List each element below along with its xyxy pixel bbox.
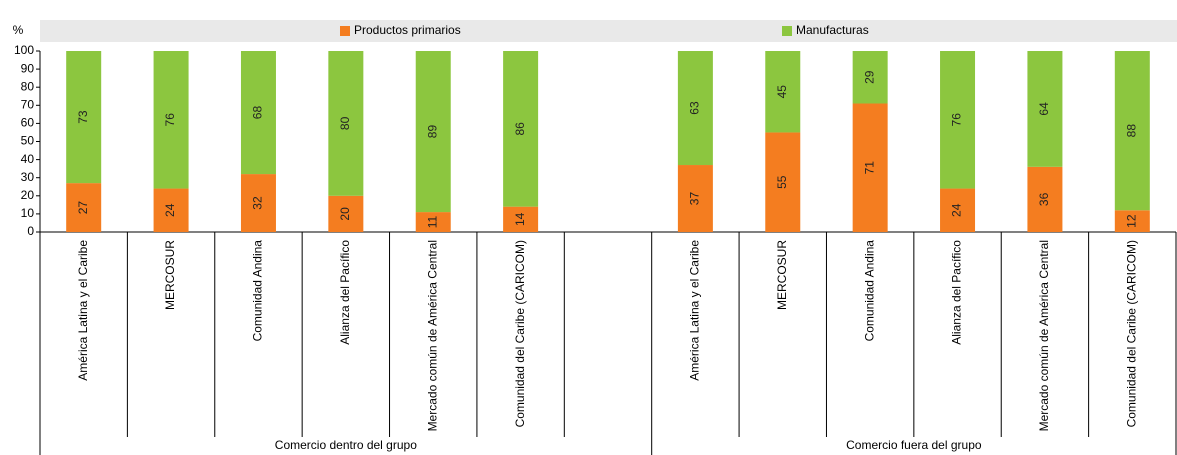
bar-segment bbox=[765, 51, 801, 133]
bar-segment bbox=[328, 195, 364, 232]
legend-swatch bbox=[782, 26, 792, 36]
bar-segment bbox=[415, 212, 451, 232]
bar-segment bbox=[240, 51, 276, 175]
bar-segment bbox=[328, 51, 364, 196]
y-axis-label: % bbox=[13, 23, 24, 37]
x-tick-label: MERCOSUR bbox=[163, 240, 177, 310]
x-tick-label: Comunidad Andina bbox=[862, 240, 876, 342]
data-label: 76 bbox=[950, 113, 964, 127]
bar-segment bbox=[66, 183, 102, 232]
data-label: 14 bbox=[513, 212, 527, 226]
y-tick-label: 30 bbox=[21, 170, 35, 184]
data-label: 36 bbox=[1037, 192, 1051, 206]
legend-label: Productos primarios bbox=[354, 23, 461, 37]
x-tick-label: Alianza del Pacífico bbox=[338, 240, 352, 345]
data-label: 20 bbox=[338, 207, 352, 221]
x-tick-label: Mercado común de América Central bbox=[1037, 240, 1051, 431]
bar-segment bbox=[677, 51, 713, 166]
data-label: 88 bbox=[1124, 124, 1138, 138]
bar-segment bbox=[66, 51, 102, 184]
bar-segment bbox=[1027, 51, 1063, 167]
legend-label: Manufacturas bbox=[796, 23, 869, 37]
data-label: 45 bbox=[775, 85, 789, 99]
bar-segment bbox=[153, 51, 189, 189]
y-tick-label: 70 bbox=[21, 97, 35, 111]
data-label: 63 bbox=[688, 101, 702, 115]
data-label: 68 bbox=[251, 106, 265, 120]
bar-segment bbox=[765, 132, 801, 232]
bar-segment bbox=[677, 165, 713, 232]
bar-segment bbox=[153, 188, 189, 232]
data-label: 32 bbox=[251, 196, 265, 210]
x-tick-label: Alianza del Pacífico bbox=[950, 240, 964, 345]
x-tick-label: Comunidad del Caribe (CARICOM) bbox=[1124, 240, 1138, 427]
bar-segment bbox=[503, 206, 539, 232]
legend-background bbox=[40, 20, 1177, 42]
bar-segment bbox=[940, 51, 976, 189]
bar-segment bbox=[1114, 51, 1150, 211]
data-label: 27 bbox=[76, 201, 90, 215]
x-tick-label: MERCOSUR bbox=[775, 240, 789, 310]
data-label: 71 bbox=[862, 161, 876, 175]
x-tick-label: Comunidad Andina bbox=[251, 240, 265, 342]
x-tick-label: Mercado común de América Central bbox=[425, 240, 439, 431]
bar-segment bbox=[503, 51, 539, 207]
y-tick-label: 40 bbox=[21, 152, 35, 166]
group-label: Comercio dentro del grupo bbox=[275, 438, 417, 452]
y-tick-label: 90 bbox=[21, 61, 35, 75]
data-label: 55 bbox=[775, 175, 789, 189]
legend-swatch bbox=[340, 26, 350, 36]
x-tick-label: Comunidad del Caribe (CARICOM) bbox=[513, 240, 527, 427]
y-tick-label: 80 bbox=[21, 79, 35, 93]
bar-segment bbox=[852, 51, 888, 104]
x-tick-label: América Latina y el Caribe bbox=[688, 240, 702, 381]
y-tick-label: 20 bbox=[21, 188, 35, 202]
y-tick-label: 10 bbox=[21, 206, 35, 220]
data-label: 29 bbox=[862, 70, 876, 84]
y-tick-label: 100 bbox=[14, 43, 34, 57]
bar-segment bbox=[415, 51, 451, 213]
data-label: 64 bbox=[1037, 102, 1051, 116]
data-label: 86 bbox=[513, 122, 527, 136]
data-label: 76 bbox=[163, 113, 177, 127]
data-label: 37 bbox=[688, 192, 702, 206]
group-label: Comercio fuera del grupo bbox=[846, 438, 982, 452]
bar-segment bbox=[940, 188, 976, 232]
y-tick-label: 50 bbox=[21, 134, 35, 148]
y-tick-label: 60 bbox=[21, 116, 35, 130]
bar-segment bbox=[1027, 166, 1063, 232]
data-label: 12 bbox=[1124, 214, 1138, 228]
data-label: 11 bbox=[425, 215, 439, 228]
data-label: 73 bbox=[76, 110, 90, 124]
x-tick-label: América Latina y el Caribe bbox=[76, 240, 90, 381]
bar-segment bbox=[1114, 210, 1150, 232]
data-label: 24 bbox=[163, 203, 177, 217]
data-label: 80 bbox=[338, 116, 352, 130]
data-label: 24 bbox=[950, 203, 964, 217]
y-tick-label: 0 bbox=[27, 224, 34, 238]
bar-segment bbox=[852, 103, 888, 233]
data-label: 89 bbox=[425, 125, 439, 139]
bar-segment bbox=[240, 174, 276, 232]
